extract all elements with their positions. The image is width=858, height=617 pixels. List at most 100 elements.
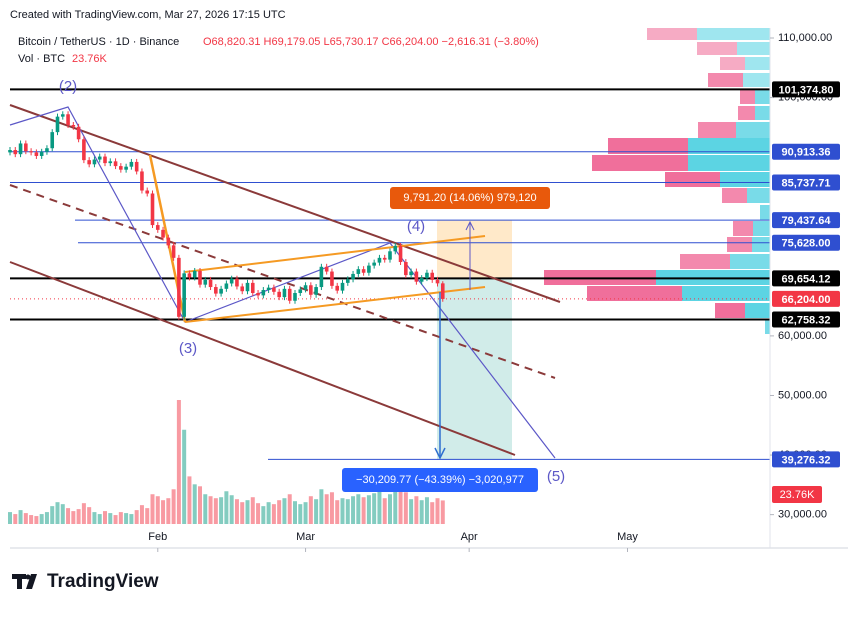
candle-body (192, 270, 197, 278)
volume-bar (351, 496, 356, 524)
volume-bar (234, 499, 239, 524)
volume-bar (319, 489, 324, 524)
candle-body (18, 143, 23, 155)
volume-bar (198, 486, 202, 524)
volume-bar (409, 499, 414, 524)
volume-bar (92, 512, 97, 524)
volume-bar (435, 498, 440, 524)
candle-body (113, 161, 118, 167)
volume-bar (139, 505, 144, 524)
candle-body (187, 273, 192, 278)
candles (8, 111, 445, 320)
candle-body (71, 124, 76, 127)
candle-body (161, 229, 165, 238)
candle-body (351, 273, 355, 280)
candle-body (29, 151, 33, 153)
level-label-bg (772, 311, 840, 328)
candle-body (97, 156, 102, 160)
volume-bar (18, 510, 23, 524)
candle-body (409, 271, 413, 276)
candle-body (324, 266, 329, 272)
level-label: 90,913.36 (782, 147, 831, 159)
candle-body (82, 139, 86, 161)
candle-body (198, 270, 202, 285)
candle-body (124, 166, 128, 170)
candle-body (414, 271, 419, 282)
volume-bar (271, 504, 276, 524)
volume-bar (50, 506, 55, 524)
candle-body (182, 273, 186, 317)
volume-bar (219, 497, 224, 524)
candle-body (303, 285, 308, 290)
volume-bar (87, 507, 92, 524)
volume-bar (124, 513, 129, 524)
candle-body (404, 262, 408, 276)
volume-title: Vol · BTC (18, 53, 65, 65)
level-label: 75,628.00 (782, 238, 831, 250)
candle-body (314, 287, 318, 295)
candle-body (92, 159, 97, 165)
candle-body (8, 150, 12, 153)
measure-box (342, 468, 538, 492)
volume-bar (55, 502, 60, 524)
y-tick-label: 110,000.00 (778, 32, 832, 44)
level-label: 62,758.32 (782, 314, 831, 326)
y-tick-label: 30,000.00 (778, 509, 827, 521)
volume-bar (314, 499, 319, 524)
volume-bar (287, 494, 292, 524)
volume-bar (60, 504, 65, 524)
candle-body (224, 283, 229, 289)
volume-bar (324, 494, 329, 524)
candle-body (39, 151, 44, 156)
candle-body (256, 293, 260, 296)
candle-body (425, 272, 429, 279)
level-label-bg (772, 270, 840, 287)
candle-body (214, 287, 218, 294)
volume-bar (213, 498, 218, 524)
candle-body (171, 245, 176, 258)
volume-bar (377, 491, 382, 524)
volume-bar (71, 511, 76, 524)
position-loss-zone (437, 278, 512, 460)
candle-body (382, 257, 387, 260)
level-label: 101,374.80 (778, 84, 833, 96)
candle-body (34, 152, 39, 156)
volume-value: 23.76K (72, 53, 108, 65)
candle-body (119, 166, 123, 170)
volume-bar (161, 500, 166, 524)
level-label-bg (772, 234, 840, 251)
volume-bar (361, 497, 366, 524)
level-label: 39,276.32 (782, 454, 831, 466)
candle-body (155, 225, 160, 230)
candle-body (24, 143, 28, 152)
candle-body (335, 285, 340, 291)
level-label: 69,654.12 (782, 273, 831, 285)
candle-body (282, 288, 287, 298)
volume-bar (66, 508, 71, 524)
wave-label: (3) (179, 340, 197, 357)
volume-bar (192, 484, 197, 524)
volume-bar (108, 513, 113, 524)
candle-body (298, 289, 303, 294)
candle-body (287, 288, 292, 301)
volume-bar (298, 504, 303, 524)
y-tick-label: 60,000.00 (778, 330, 827, 342)
volume-bar (113, 515, 118, 524)
measure-box (390, 187, 550, 209)
brand: TradingView (47, 571, 159, 592)
volume-bar (240, 502, 245, 524)
volume-bar (345, 499, 350, 524)
candle-body (367, 265, 371, 273)
candle-body (393, 245, 398, 252)
candle-body (319, 266, 324, 288)
candle-body (345, 279, 350, 283)
candle-body (208, 279, 213, 288)
candle-body (440, 283, 445, 299)
level-label-bg (772, 81, 840, 98)
volume-bar (166, 498, 171, 524)
candle-body (108, 161, 113, 164)
candle-body (45, 148, 49, 152)
volume-bar (182, 429, 187, 524)
volume-axis-label (772, 486, 822, 503)
candle-body (87, 160, 91, 165)
